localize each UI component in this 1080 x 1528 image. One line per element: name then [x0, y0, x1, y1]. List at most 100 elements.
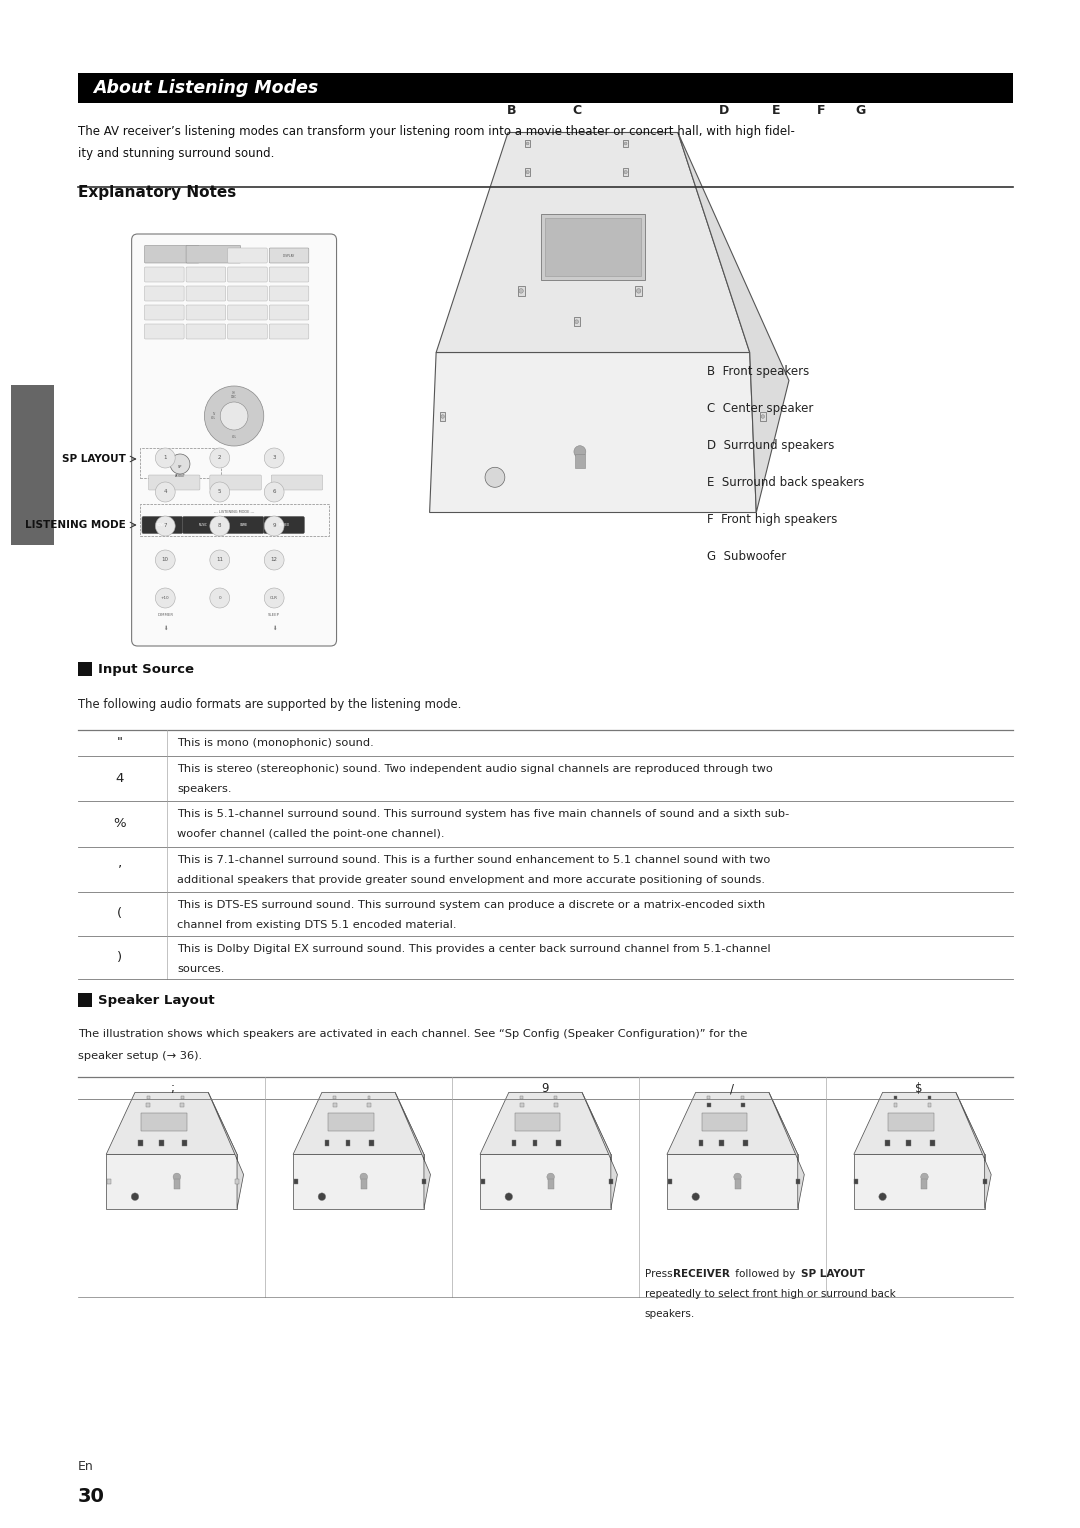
Circle shape [505, 1193, 513, 1201]
Text: Explanatory Notes: Explanatory Notes [78, 185, 237, 200]
Text: Input Source: Input Source [98, 663, 194, 675]
FancyBboxPatch shape [224, 516, 264, 533]
Polygon shape [480, 1154, 611, 1209]
Bar [575, 454, 585, 468]
Bar [928, 1096, 931, 1099]
Circle shape [220, 402, 248, 429]
FancyBboxPatch shape [186, 246, 241, 263]
Text: additional speakers that provide greater sound envelopment and more accurate pos: additional speakers that provide greater… [177, 874, 765, 885]
Bar [174, 1180, 180, 1189]
Bar [180, 1103, 184, 1106]
FancyBboxPatch shape [228, 248, 267, 263]
Bar [512, 1140, 516, 1146]
FancyBboxPatch shape [186, 306, 226, 319]
Circle shape [636, 289, 640, 293]
Circle shape [879, 1193, 887, 1201]
Bar [334, 1103, 337, 1106]
Text: ity and stunning surround sound.: ity and stunning surround sound. [78, 147, 274, 160]
Polygon shape [106, 1154, 237, 1209]
Circle shape [733, 1174, 741, 1181]
Circle shape [210, 448, 230, 468]
Bar [78, 662, 92, 675]
Text: About Listening Modes: About Listening Modes [93, 79, 319, 96]
Text: 9: 9 [272, 523, 275, 527]
FancyBboxPatch shape [145, 306, 184, 319]
Text: E: E [771, 104, 780, 116]
Text: DIMMER: DIMMER [158, 613, 173, 617]
Text: +10: +10 [161, 596, 170, 601]
Bar [140, 1114, 187, 1131]
Text: 11: 11 [216, 556, 224, 561]
Bar [894, 1103, 897, 1106]
Text: VOL: VOL [231, 435, 237, 439]
Circle shape [171, 454, 190, 474]
Text: G: G [855, 104, 866, 116]
Bar [139, 504, 328, 536]
FancyBboxPatch shape [186, 324, 226, 339]
Bar [183, 1140, 187, 1146]
Text: G  Subwoofer: G Subwoofer [706, 550, 786, 562]
Polygon shape [293, 1093, 424, 1154]
Bar [525, 168, 530, 176]
Bar [138, 1140, 143, 1146]
Bar [369, 1140, 374, 1146]
Polygon shape [854, 1154, 985, 1209]
Circle shape [265, 550, 284, 570]
Polygon shape [208, 1093, 244, 1209]
Text: SLEEP: SLEEP [268, 613, 280, 617]
Text: SP: SP [178, 465, 183, 469]
Bar [741, 1103, 744, 1106]
Bar [532, 1140, 538, 1146]
Bar [921, 1180, 928, 1189]
FancyBboxPatch shape [271, 475, 323, 490]
FancyBboxPatch shape [269, 267, 309, 283]
Bar [702, 1114, 747, 1131]
Polygon shape [430, 353, 756, 512]
Bar [235, 1180, 239, 1184]
Text: TV
VOL: TV VOL [211, 411, 216, 420]
Text: %: % [113, 817, 126, 830]
Text: RECEIVER: RECEIVER [673, 1268, 729, 1279]
Bar [521, 1096, 524, 1099]
FancyBboxPatch shape [228, 324, 267, 339]
FancyBboxPatch shape [132, 234, 337, 646]
Bar [481, 1180, 485, 1184]
Text: channel from existing DTS 5.1 encoded material.: channel from existing DTS 5.1 encoded ma… [177, 920, 457, 931]
Text: followed by: followed by [732, 1268, 798, 1279]
Text: 3: 3 [272, 454, 275, 460]
Bar [180, 1096, 184, 1099]
Text: En: En [78, 1459, 94, 1473]
Text: ⬇: ⬇ [272, 625, 276, 631]
Text: speaker setup (→ 36).: speaker setup (→ 36). [78, 1051, 202, 1060]
Text: This is DTS-ES surround sound. This surround system can produce a discrete or a : This is DTS-ES surround sound. This surr… [177, 900, 766, 911]
Polygon shape [395, 1093, 431, 1209]
Bar [526, 141, 530, 147]
Text: ": " [117, 736, 123, 749]
Bar [325, 1140, 329, 1146]
Circle shape [624, 171, 627, 174]
Text: F  Front high speakers: F Front high speakers [706, 513, 837, 526]
Text: CH
DISC: CH DISC [231, 391, 238, 399]
Text: F: F [818, 104, 826, 116]
Circle shape [156, 516, 175, 536]
Circle shape [546, 1174, 554, 1181]
Text: GAME: GAME [240, 523, 247, 527]
Bar [146, 1103, 150, 1106]
Bar [159, 1140, 163, 1146]
FancyBboxPatch shape [186, 267, 226, 283]
Bar [886, 1140, 890, 1146]
Polygon shape [480, 1093, 611, 1154]
Circle shape [265, 588, 284, 608]
Polygon shape [436, 133, 750, 353]
FancyBboxPatch shape [264, 516, 305, 533]
Bar [930, 1140, 934, 1146]
Text: repeatedly to select front high or surround back: repeatedly to select front high or surro… [645, 1290, 895, 1299]
FancyBboxPatch shape [145, 324, 184, 339]
Bar [515, 1114, 561, 1131]
Bar [440, 413, 445, 420]
Text: DISPLAY: DISPLAY [283, 254, 295, 258]
Text: 8: 8 [218, 523, 221, 527]
Text: 4: 4 [116, 772, 124, 785]
Text: C: C [572, 104, 581, 116]
Bar [294, 1180, 298, 1184]
